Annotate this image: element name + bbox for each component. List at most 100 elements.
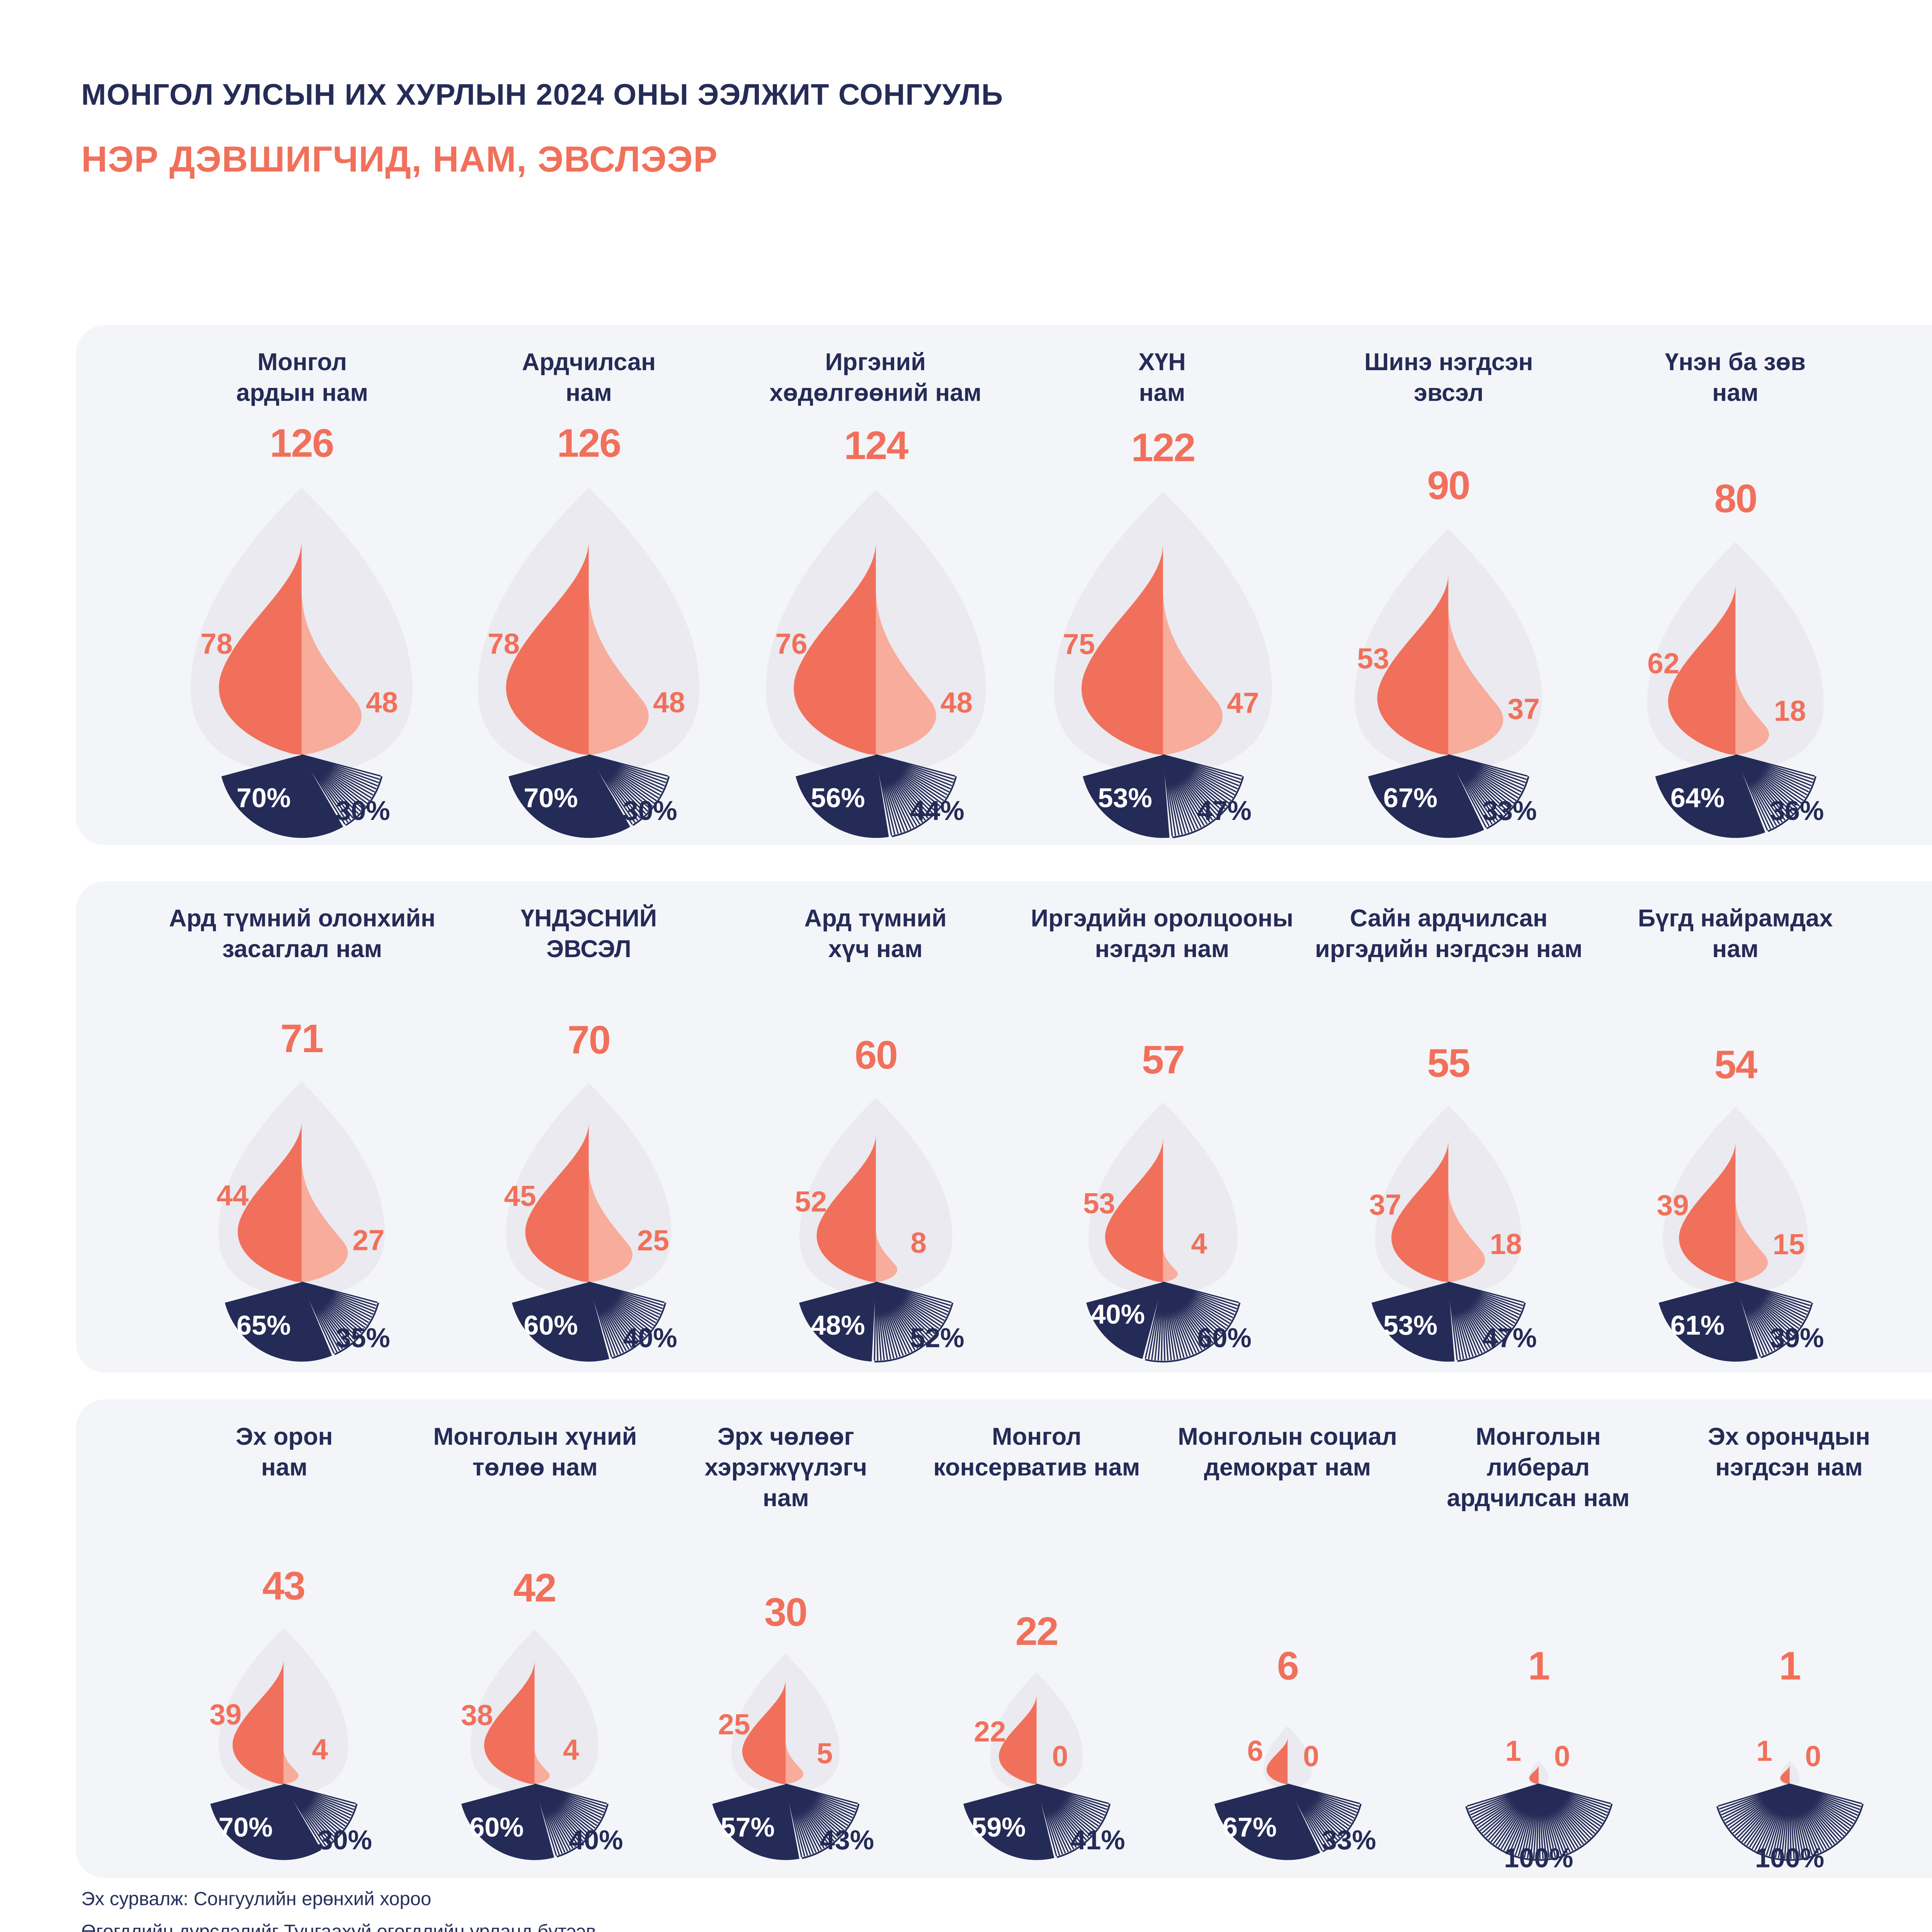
party-name-line: нам <box>1712 379 1759 406</box>
district-candidates-value: 76 <box>775 628 807 660</box>
total-candidates-value: 54 <box>1714 1043 1757 1087</box>
total-candidates-value: 1 <box>1528 1643 1549 1688</box>
total-candidates-value: 124 <box>844 423 908 468</box>
fan-hatch-line <box>535 1783 608 1804</box>
district-candidates-value: 37 <box>1369 1188 1401 1221</box>
fan-hatch-line <box>588 1281 665 1303</box>
party-name-line: Монголын <box>1476 1423 1601 1450</box>
total-candidates-value: 42 <box>514 1566 556 1610</box>
party-card: Эрх чөлөөнийэвсэл нам4743453%47% <box>1879 881 1932 1372</box>
fan-hatch-arc <box>1056 1803 1111 1858</box>
female-fan-sector <box>1036 1783 1111 1858</box>
list-flame-shape <box>535 1748 550 1784</box>
party-card: Монгол консерватив нам 22 22 0 59% 41% <box>911 1400 1162 1878</box>
party-card: Иргэний зоригногоон нам72601258%42% <box>1879 325 1932 845</box>
female-fan-sector <box>284 1783 359 1849</box>
male-share-value: 40% <box>1090 1299 1144 1330</box>
fan-hatch-line <box>786 1783 859 1804</box>
fan-hatch-arc <box>557 1803 609 1858</box>
total-candidates-value: 126 <box>270 421 334 465</box>
female-share-value: 40% <box>570 1825 624 1855</box>
district-flame-shape <box>1668 585 1736 755</box>
district-candidates-value: 45 <box>504 1180 536 1212</box>
party-card: Монголын хүний төлөө нам 42 38 4 60% 40% <box>410 1400 660 1878</box>
district-candidates-value: 1 <box>1505 1735 1521 1767</box>
female-share-value: 30% <box>337 796 391 826</box>
party-name-line: нам <box>565 379 612 406</box>
list-flame-shape <box>588 592 649 755</box>
party-name-line: Монголын хүний <box>433 1423 637 1450</box>
party-card: Бүгд найрамдах нам 54 39 15 61% 39% <box>1592 881 1879 1372</box>
male-fan-sector <box>1658 1282 1758 1362</box>
party-name-line: нам <box>762 1484 809 1512</box>
district-flame-shape <box>1679 1143 1736 1282</box>
district-flame-shape <box>233 1660 284 1784</box>
list-candidates-value: 48 <box>940 686 972 719</box>
party-name: Монголын социал демократ нам <box>1178 1421 1397 1515</box>
total-candidates-value: 30 <box>765 1590 807 1634</box>
party-flame-chart: 80 62 18 64% 36% <box>1647 476 1824 838</box>
party-flame-chart: 122 75 47 53% 47% <box>1053 425 1271 838</box>
party-name-line: ҮНДЭСНИЙ <box>520 905 657 932</box>
female-fan-sector <box>301 754 383 826</box>
party-name: Шинэ нэгдсэн эвсэл <box>1364 347 1533 419</box>
male-share-value: 60% <box>470 1812 524 1842</box>
male-share-value: 53% <box>1097 783 1151 813</box>
party-card: Бие дааннэр дэвшигч4242098%2% <box>1915 1400 1932 1878</box>
district-flame-shape <box>1266 1738 1287 1784</box>
total-candidates-value: 126 <box>557 421 621 465</box>
female-fan-sector <box>588 754 670 826</box>
list-candidates-value: 0 <box>1554 1740 1570 1772</box>
party-name-line: демократ нам <box>1204 1454 1371 1481</box>
female-share-value: 40% <box>623 1323 677 1353</box>
party-name-line: Эрх чөлөөг <box>717 1423 854 1450</box>
source-note: Эх сурвалж: Сонгуулийн ерөнхий хороо Өгө… <box>81 1885 601 1932</box>
party-name-line: иргэдийн нэгдсэн нам <box>1315 935 1583 963</box>
district-flame-shape <box>525 1123 589 1282</box>
party-row-panel-3: Эх орон нам 43 39 4 70% 30% Монголын хүний төлөө… <box>76 1400 1932 1878</box>
source-line: Эх сурвалж: Сонгуулийн ерөнхий хороо <box>81 1889 432 1911</box>
fan-hatch-arc <box>1465 1803 1612 1861</box>
party-name-line: Монгол <box>992 1423 1082 1450</box>
female-share-value: 60% <box>1196 1323 1250 1353</box>
party-name-line: төлөө нам <box>472 1454 598 1481</box>
party-card: Монгол ардын нам 126 78 48 70% 30% <box>159 325 446 845</box>
page-title: МОНГОЛ УЛСЫН ИХ ХУРЛЫН 2024 ОНЫ ЭЭЛЖИТ С… <box>81 79 1003 112</box>
party-flame-chart: 6 6 0 67% 33% <box>1214 1643 1376 1860</box>
district-candidates-value: 53 <box>1357 642 1389 675</box>
party-name: ҮНДЭСНИЙ ЭВСЭЛ <box>521 903 657 975</box>
party-name: Эх орончдын нэгдсэн нам <box>1708 1421 1870 1515</box>
party-flame-chart: 43 39 4 70% 30% <box>210 1564 373 1860</box>
list-candidates-value: 4 <box>1190 1227 1206 1260</box>
female-share-value: 100% <box>1754 1843 1823 1873</box>
party-name: Монгол консерватив нам <box>933 1421 1140 1515</box>
list-candidates-value: 0 <box>1303 1740 1319 1772</box>
male-fan-sector <box>1214 1784 1320 1860</box>
party-name: Сайн ардчилсан иргэдийн нэгдсэн нам <box>1315 903 1582 975</box>
male-share-value: 56% <box>810 783 864 813</box>
party-name-line: хөдөлгөөний нам <box>769 379 982 406</box>
female-fan-sector <box>875 754 957 837</box>
party-name-line: Иргэдийн оролцооны <box>1031 905 1294 932</box>
party-name-line: Үнэн ба зөв <box>1665 349 1806 376</box>
party-flame-chart: 72601258%42% <box>1879 419 1932 845</box>
list-flame-shape <box>1162 1247 1177 1282</box>
male-share-value: 65% <box>237 1310 291 1340</box>
total-candidates-value: 57 <box>1141 1037 1184 1082</box>
party-name: Эрх чөлөөг хэрэгжүүлэгч нам <box>705 1421 867 1515</box>
list-candidates-value: 4 <box>313 1733 329 1765</box>
fan-hatch-arc <box>891 776 957 837</box>
total-candidates-value: 60 <box>854 1033 897 1077</box>
female-fan-sector <box>1735 1281 1813 1359</box>
fan-hatch-arc <box>324 1803 359 1849</box>
party-name-line: хүч нам <box>828 935 923 963</box>
party-name-line: Монголын социал <box>1178 1423 1397 1450</box>
party-name-line: хэрэгжүүлэгч <box>704 1454 867 1481</box>
party-flame-chart: 126 78 48 70% 30% <box>478 421 700 838</box>
list-flame-shape <box>1449 1187 1486 1282</box>
district-flame-shape <box>238 1122 303 1282</box>
district-flame-shape <box>485 1661 535 1784</box>
list-candidates-value: 18 <box>1774 695 1806 727</box>
female-fan-sector <box>301 1281 380 1355</box>
list-flame-shape <box>588 1167 633 1282</box>
